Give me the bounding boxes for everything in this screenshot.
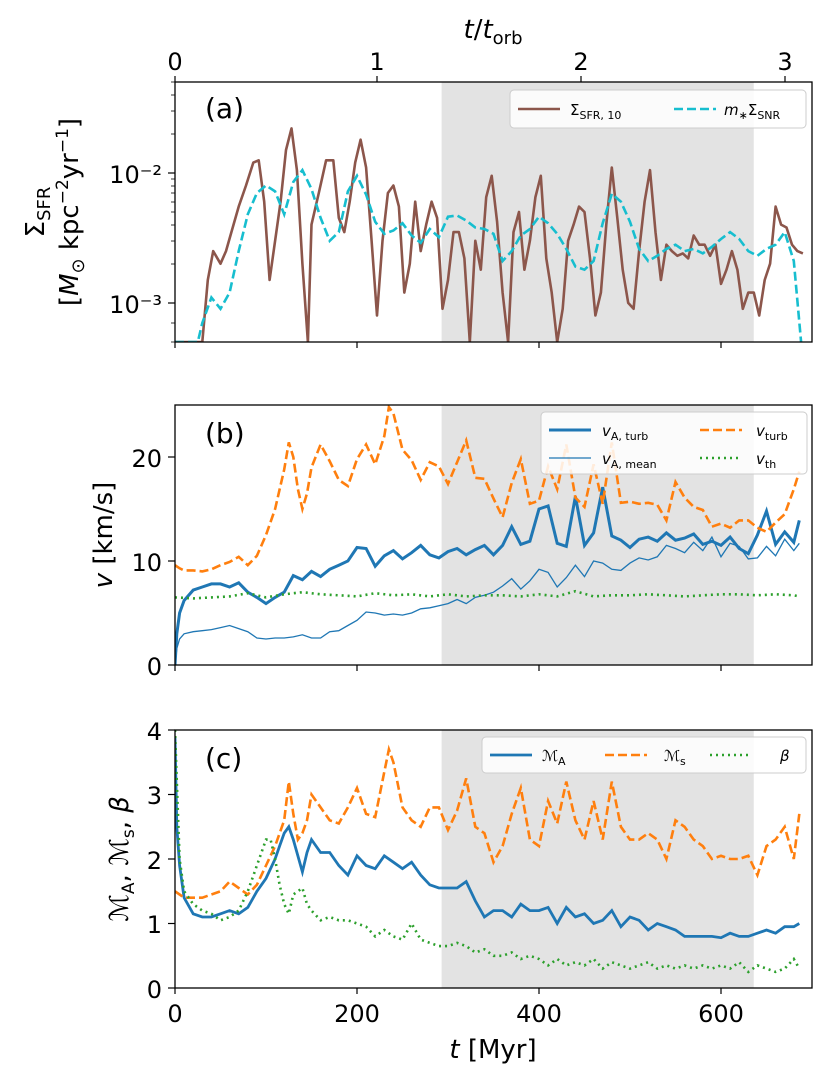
y-tick: 10⁻³ bbox=[109, 291, 175, 319]
y-axis-label: v [km/s] bbox=[89, 482, 119, 589]
top-tick: 0 bbox=[167, 48, 182, 82]
y-tick: 4 bbox=[147, 718, 175, 746]
top-axis-label: t/torb bbox=[463, 15, 522, 49]
x-tick: 0 bbox=[167, 988, 182, 1028]
x-tick-label: 600 bbox=[698, 1000, 744, 1028]
x-tick: 200 bbox=[334, 988, 380, 1028]
x-tick: 600 bbox=[698, 988, 744, 1028]
top-tick-label: 1 bbox=[369, 48, 384, 76]
x-tick-label: 400 bbox=[516, 1000, 562, 1028]
y-tick: 0 bbox=[147, 653, 175, 681]
x-axis-label: t [Myr] bbox=[449, 1035, 536, 1065]
legend: vA, turb vA, mean vturb vth bbox=[541, 412, 807, 474]
panel-label: (c) bbox=[205, 742, 242, 775]
y-tick: 10⁻² bbox=[109, 161, 175, 189]
panel-label: (a) bbox=[205, 92, 244, 125]
y-tick: 20 bbox=[131, 445, 175, 473]
panel-c: (c) 0 1 2 3 4 0 200 400 600 t [Myr] ℳA, … bbox=[105, 718, 812, 1065]
y-tick-label: 1 bbox=[147, 911, 162, 939]
y-axis-label: ℳA, ℳs, β bbox=[105, 796, 139, 922]
y-tick-label: 3 bbox=[147, 782, 162, 810]
top-tick: 1 bbox=[369, 48, 384, 82]
top-tick: 2 bbox=[573, 48, 588, 82]
x-tick-label: 0 bbox=[167, 1000, 182, 1028]
figure: t/torb 0 1 2 3 (a) 10⁻² 10⁻³ ΣSFR [M⊙ kp… bbox=[0, 0, 830, 1078]
y-tick-label: 10⁻² bbox=[109, 161, 162, 189]
svg-text:ΣSFR: ΣSFR bbox=[21, 187, 55, 238]
y-tick-label: 0 bbox=[147, 653, 162, 681]
y-tick-label: 2 bbox=[147, 847, 162, 875]
top-tick: 3 bbox=[777, 48, 792, 82]
y-tick-label: 20 bbox=[131, 445, 162, 473]
y-tick: 2 bbox=[147, 847, 175, 875]
top-tick-label: 0 bbox=[167, 48, 182, 76]
y-tick-label: 10⁻³ bbox=[109, 291, 162, 319]
y-tick-label: 4 bbox=[147, 718, 162, 746]
legend: ℳA ℳs β bbox=[482, 737, 806, 773]
y-tick: 10 bbox=[131, 549, 175, 577]
y-tick-label: 10 bbox=[131, 549, 162, 577]
legend: ΣSFR, 10 m∗ΣSNR bbox=[510, 90, 806, 128]
x-tick-label: 200 bbox=[334, 1000, 380, 1028]
y-tick: 3 bbox=[147, 782, 175, 810]
top-tick-label: 3 bbox=[777, 48, 792, 76]
panel-label: (b) bbox=[205, 417, 245, 450]
x-tick: 400 bbox=[516, 988, 562, 1028]
panel-b: (b) 0 10 20 v [km/s] vA, turb vA, mean v… bbox=[89, 405, 812, 681]
y-tick: 1 bbox=[147, 911, 175, 939]
top-tick-label: 2 bbox=[573, 48, 588, 76]
top-axis: t/torb 0 1 2 3 bbox=[167, 15, 792, 82]
panel-a: (a) 10⁻² 10⁻³ ΣSFR [M⊙ kpc−2yr−1] ΣSFR, … bbox=[21, 82, 812, 348]
svg-text:β: β bbox=[779, 747, 790, 765]
y-tick-label: 0 bbox=[147, 976, 162, 1004]
y-axis-label: ΣSFR [M⊙ kpc−2yr−1] bbox=[21, 118, 89, 306]
svg-text:[M⊙ kpc−2yr−1]: [M⊙ kpc−2yr−1] bbox=[53, 118, 89, 306]
